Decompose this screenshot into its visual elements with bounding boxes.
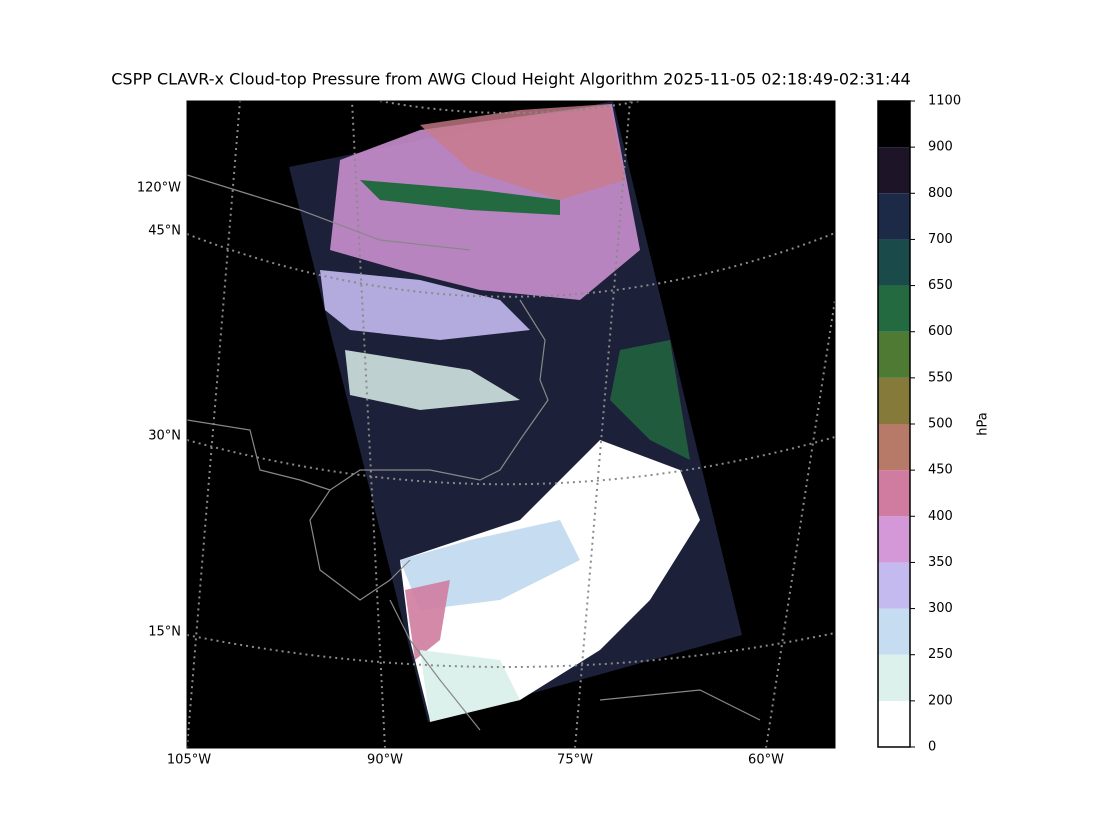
lon-label: 90°W <box>367 753 403 768</box>
map-content <box>187 101 835 748</box>
lon-label: 120°W <box>137 181 181 196</box>
colorbar-tick-label: 600 <box>928 324 953 339</box>
colorbar-tick-label: 1100 <box>928 94 961 109</box>
coastline <box>187 174 761 731</box>
graticule <box>187 632 835 668</box>
colorbar-segment <box>878 516 910 563</box>
colorbar-segment <box>878 101 910 148</box>
cloud-patch <box>420 104 625 200</box>
colorbar-segment <box>878 377 910 424</box>
colorbar-segment <box>878 608 910 655</box>
lon-label: 105°W <box>167 753 211 768</box>
colorbar-tick-label: 300 <box>928 601 953 616</box>
colorbar-segment <box>878 331 910 378</box>
cloud-patch <box>405 580 450 660</box>
colorbar-tick-label: 900 <box>928 140 953 155</box>
colorbar: 0 200 250 300 350 400 450 500 550 600 650 700 800 900… <box>877 94 991 755</box>
colorbar-segment <box>878 193 910 240</box>
colorbar-segment <box>878 147 910 194</box>
colorbar-tick-label: 450 <box>928 463 953 478</box>
graticule <box>379 101 641 114</box>
cloud-patch <box>320 270 530 340</box>
map-labels: 45°N 30°N 15°N 120°W 105°W 90°W 75°W 60°W <box>137 181 784 768</box>
lon-label: 60°W <box>748 753 784 768</box>
lat-label: 15°N <box>148 625 181 640</box>
cloud-patch <box>360 180 560 215</box>
colorbar-tick-label: 250 <box>928 647 953 662</box>
cloud-patch <box>345 350 520 410</box>
colorbar-tick-label: 200 <box>928 693 953 708</box>
colorbar-tick-label: 500 <box>928 417 953 432</box>
lat-label: 45°N <box>148 224 181 239</box>
colorbar-tick-label: 550 <box>928 370 953 385</box>
graticule <box>187 101 241 748</box>
colorbar-tick-label: 400 <box>928 509 953 524</box>
cloud-patch <box>610 340 690 460</box>
colorbar-segment <box>878 470 910 517</box>
colorbar-segment <box>878 285 910 332</box>
colorbar-segment <box>878 424 910 471</box>
colorbar-tick-label: 700 <box>928 232 953 247</box>
colorbar-tick-label: 350 <box>928 555 953 570</box>
map-frame <box>186 100 836 749</box>
colorbar-tick-label: 0 <box>928 740 936 755</box>
cloud-patch <box>420 650 520 722</box>
colorbar-segment <box>878 239 910 286</box>
title: CSPP CLAVR-x Cloud-top Pressure from AWG… <box>111 70 910 89</box>
colorbar-segment <box>878 562 910 609</box>
colorbar-segment <box>878 654 910 701</box>
colorbar-label: hPa <box>976 412 991 435</box>
graticule <box>574 101 631 748</box>
lon-label: 75°W <box>557 753 593 768</box>
cloud-low <box>400 440 700 720</box>
lat-label: 30°N <box>148 429 181 444</box>
colorbar-tick-label: 800 <box>928 186 953 201</box>
colorbar-segment <box>878 700 910 747</box>
graticule <box>187 232 835 298</box>
colorbar-tick-label: 650 <box>928 278 953 293</box>
